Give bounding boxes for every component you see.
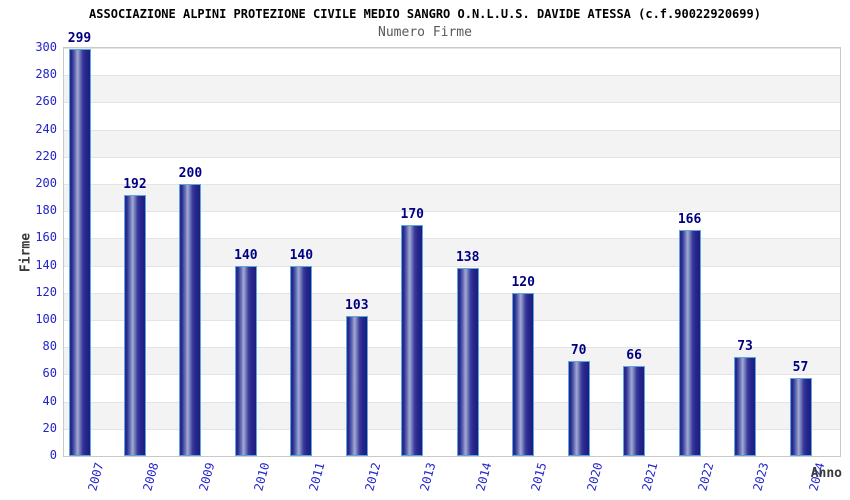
bar-value-label: 170 (400, 206, 424, 222)
grid-band (64, 75, 840, 103)
x-axis-label: Anno (810, 466, 842, 481)
bar-value-label: 200 (178, 166, 203, 181)
bar-2011 (290, 265, 313, 456)
y-tick-label: 0 (49, 448, 57, 462)
y-tick-label: 200 (35, 176, 57, 190)
bar-2007 (68, 49, 91, 456)
x-tick-label: 2013 (417, 461, 439, 493)
bar-2021 (623, 366, 646, 456)
grid-band (64, 129, 840, 157)
bar-2012 (345, 315, 368, 456)
bar-2020 (567, 360, 590, 456)
bar-value-label: 66 (626, 348, 642, 364)
bar-2013 (401, 224, 424, 456)
bar-value-label: 192 (123, 176, 147, 192)
bar-value-label: 166 (677, 212, 702, 228)
bar-2024 (789, 378, 812, 456)
y-tick-label: 300 (35, 40, 57, 54)
x-tick-label: 2012 (362, 461, 384, 493)
bar-2023 (734, 356, 757, 456)
bar-2008 (123, 194, 146, 456)
x-tick-label: 2007 (85, 461, 107, 493)
y-tick-label: 20 (42, 420, 57, 435)
x-tick-label: 2008 (140, 461, 162, 493)
plot-area: 299 192 200 140 140 103 170 138 120 70 66 166 73 57 (63, 31, 841, 457)
y-tick-label: 220 (35, 148, 57, 163)
y-tick-label: 80 (42, 339, 57, 354)
x-tick-label: 2021 (639, 461, 661, 493)
bar-value-label: 120 (511, 274, 535, 290)
y-tick-label: 280 (35, 67, 57, 82)
y-tick-label: 160 (35, 230, 57, 245)
x-tick-label: 2011 (306, 461, 328, 493)
x-tick-label: 2014 (473, 461, 495, 493)
bar-2015 (512, 292, 535, 456)
bar-value-label: 140 (289, 247, 314, 263)
y-tick-label: 140 (35, 257, 57, 272)
y-tick-label: 60 (42, 366, 57, 381)
x-tick-label: 2020 (584, 461, 606, 493)
bar-2009 (179, 184, 202, 456)
y-tick-label: 120 (35, 284, 57, 299)
y-tick-label: 180 (35, 203, 57, 218)
x-tick-label: 2015 (528, 461, 550, 493)
grid-band (64, 102, 840, 130)
x-tick-label: 2010 (251, 461, 273, 493)
x-tick-label: 2023 (750, 461, 772, 493)
bar-value-label: 299 (67, 31, 92, 47)
bar-value-label: 103 (345, 297, 369, 313)
bar-2022 (678, 230, 701, 456)
x-tick-label: 2009 (195, 461, 217, 493)
bar-2010 (234, 265, 257, 456)
bar-value-label: 140 (234, 247, 258, 263)
bar-value-label: 70 (570, 342, 587, 358)
y-tick-label: 260 (35, 94, 57, 109)
bar-value-label: 138 (455, 250, 480, 266)
y-tick-label: 240 (35, 121, 57, 136)
y-tick-label: 100 (35, 312, 57, 326)
chart-title: ASSOCIAZIONE ALPINI PROTEZIONE CIVILE ME… (89, 7, 761, 21)
grid-band (64, 156, 840, 184)
x-axis-ticks: 2007 2008 2009 2010 2011 2012 2013 2014 2015 2020… (63, 455, 839, 500)
grid-band (64, 48, 840, 76)
bar-2014 (456, 268, 479, 456)
y-tick-label: 40 (42, 393, 57, 408)
x-tick-label: 2022 (695, 461, 717, 493)
chart-subtitle: Numero Firme (378, 25, 472, 40)
bar-value-label: 73 (737, 338, 753, 354)
bar-value-label: 57 (792, 360, 809, 376)
